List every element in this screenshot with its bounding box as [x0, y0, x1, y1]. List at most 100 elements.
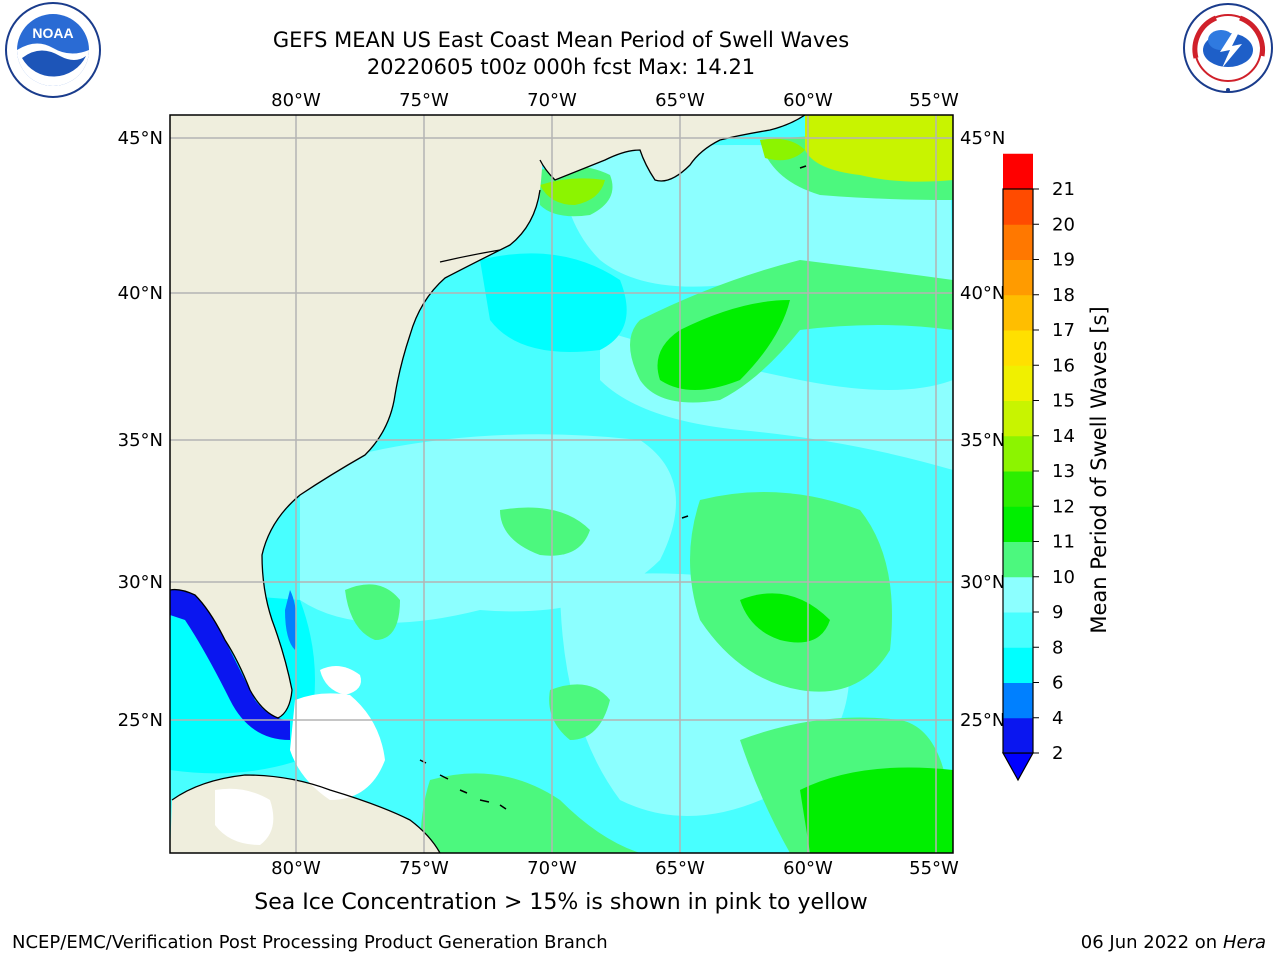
colorbar-tick-label: 20 [1052, 214, 1075, 235]
swell-region-max [540, 178, 605, 205]
swell-region [345, 584, 400, 640]
lon-label: 65°W [655, 90, 705, 111]
lat-label: 25°N [118, 710, 163, 731]
footer-date: 06 Jun 2022 on Hera [1081, 932, 1266, 953]
lon-label: 65°W [655, 858, 705, 879]
lat-label: 25°N [960, 710, 1005, 731]
colorbar-segment [1003, 435, 1033, 472]
colorbar-segment [1003, 682, 1033, 719]
colorbar-segment [1003, 612, 1033, 648]
lon-label: 60°W [783, 90, 833, 111]
colorbar-tick-label: 18 [1052, 285, 1075, 306]
lon-labels: 80°W 75°W 70°W 65°W 60°W 55°W 80°W 75°W … [271, 90, 959, 879]
colorbar-tick-label: 17 [1052, 320, 1075, 341]
colorbar-segment [1003, 365, 1033, 401]
colorbar-segment [1003, 541, 1033, 578]
lon-label: 55°W [909, 858, 959, 879]
swell-region-max [805, 115, 953, 182]
low-swell-region [170, 589, 290, 740]
swell-band [300, 434, 676, 623]
footer-machine: Hera [1222, 932, 1266, 953]
colorbar-under-arrow [1001, 752, 1035, 782]
noaa-logo-text: NOAA [32, 25, 73, 41]
colorbar-segment [1003, 259, 1033, 296]
footer-date-text: 06 Jun 2022 on [1080, 932, 1218, 953]
colorbar-segment [1003, 506, 1033, 542]
colorbar-tick-label: 15 [1052, 391, 1075, 412]
lon-label: 75°W [399, 90, 449, 111]
lon-label: 70°W [527, 858, 577, 879]
footer-credit: NCEP/EMC/Verification Post Processing Pr… [12, 932, 608, 953]
lat-label: 30°N [118, 572, 163, 593]
noaa-logo: NOAA [5, 2, 101, 98]
swell-region-peak [657, 300, 790, 390]
lat-label: 45°N [118, 128, 163, 149]
colorbar-tick-label: 6 [1052, 673, 1063, 694]
colorbar-segment [1003, 189, 1033, 225]
lat-label: 30°N [960, 572, 1005, 593]
lon-label: 75°W [399, 858, 449, 879]
lat-label: 35°N [118, 430, 163, 451]
lat-label: 45°N [960, 128, 1005, 149]
colorbar: 2 4 6 8 9 10 11 12 13 14 15 16 17 18 19 20 21 [1001, 153, 1075, 782]
colorbar-tick-label: 2 [1052, 743, 1063, 764]
colorbar-tick-label: 9 [1052, 602, 1063, 623]
lon-label: 60°W [783, 858, 833, 879]
colorbar-segment [1003, 717, 1033, 754]
colorbar-tick-label: 21 [1052, 179, 1075, 200]
map-field [170, 115, 953, 853]
colorbar-tick-label: 4 [1052, 708, 1063, 729]
colorbar-tick-label: 19 [1052, 250, 1075, 271]
chart-subtitle: 20220605 t00z 000h fcst Max: 14.21 [366, 55, 756, 79]
colorbar-segment [1003, 647, 1033, 683]
colorbar-tick-label: 8 [1052, 637, 1063, 658]
colorbar-tick-label: 14 [1052, 426, 1075, 447]
low-swell-region [285, 590, 297, 650]
swell-region [500, 507, 590, 556]
map-frame [169, 114, 954, 854]
colorbar-label: Mean Period of Swell Waves [s] [1087, 306, 1111, 633]
nodata-area [215, 788, 274, 845]
lat-label: 35°N [960, 430, 1005, 451]
lat-label: 40°N [118, 283, 163, 304]
swell-region [690, 492, 892, 692]
swell-band [480, 253, 627, 352]
sable-island [799, 165, 807, 169]
lon-label: 80°W [271, 858, 321, 879]
colorbar-tick-label: 11 [1052, 532, 1075, 553]
lon-label: 70°W [527, 90, 577, 111]
colorbar-tick-label: 16 [1052, 355, 1075, 376]
colorbar-tick-label: 10 [1052, 567, 1075, 588]
canada-coastline [539, 115, 806, 182]
chart-title: GEFS MEAN US East Coast Mean Period of S… [272, 28, 850, 52]
lat-label: 40°N [960, 283, 1005, 304]
colorbar-segment [1003, 400, 1033, 437]
lon-label: 80°W [271, 90, 321, 111]
colorbar-tick-label: 13 [1052, 461, 1075, 482]
nws-logo [1183, 3, 1273, 93]
us-landmass [170, 115, 543, 718]
swell-region-peak [800, 767, 953, 853]
colorbar-tick-label: 12 [1052, 496, 1075, 517]
swell-region-max [760, 138, 805, 161]
bermuda-island [681, 515, 689, 519]
colorbar-segment [1003, 576, 1033, 613]
us-coastline [170, 189, 541, 719]
colorbar-segment [1003, 294, 1033, 331]
colorbar-segment [1003, 330, 1033, 366]
lon-label: 55°W [909, 90, 959, 111]
lat-labels: 45°N 40°N 35°N 30°N 25°N 45°N 40°N 35°N … [118, 128, 1006, 731]
colorbar-segment [1003, 471, 1033, 507]
colorbar-segment [1003, 224, 1033, 260]
swell-region [420, 773, 640, 853]
sea-ice-caption: Sea Ice Concentration > 15% is shown in … [254, 890, 868, 915]
canada-landmass [540, 115, 805, 181]
bahamas-islands [419, 759, 507, 810]
long-island-coastline [439, 249, 501, 263]
graticule [170, 115, 953, 853]
swell-region [549, 684, 610, 740]
cuba-coastline [171, 774, 441, 853]
colorbar-segment [1003, 153, 1033, 190]
nodata-area [320, 666, 361, 695]
